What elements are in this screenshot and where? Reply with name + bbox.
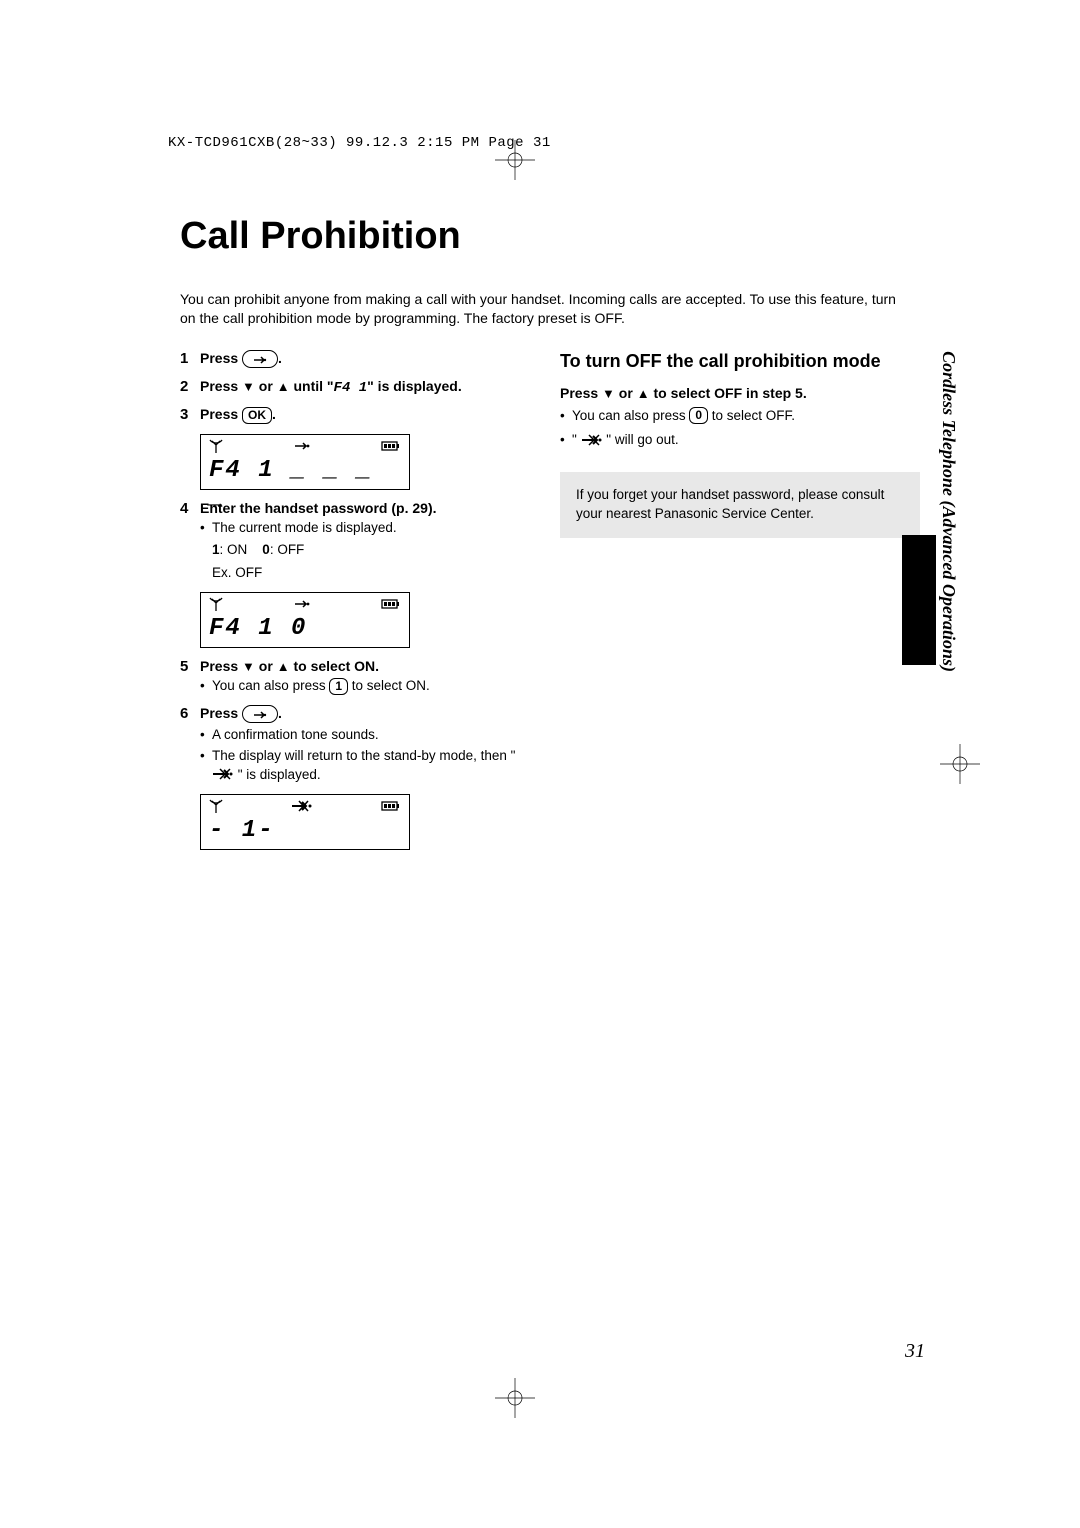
ok-key-icon: OK [242,407,272,424]
step-4: 4 Enter the handset password (p. 29). •T… [180,500,530,582]
step-num: 6 [180,705,200,784]
step-subtext: : ON [220,542,248,557]
step-text: Press [560,385,602,401]
step-3: 3 Press OK. [180,406,530,424]
step-num: 5 [180,658,200,695]
right-column: To turn OFF the call prohibition mode Pr… [560,350,920,538]
step-num: 3 [180,406,200,424]
antenna-icon [209,439,223,455]
program-icon [294,597,310,613]
call-barred-icon [581,430,603,449]
section-tab-label: Cordless Telephone (Advanced Operations) [934,351,964,672]
step-text: Press [200,658,242,674]
step-num: 4 [180,500,200,582]
step-2: 2 Press ▼ or ▲ until "F4 1" is displayed… [180,378,530,396]
up-arrow-icon: ▲ [637,386,650,401]
bullet-icon: • [200,747,212,784]
call-barred-icon [291,799,313,815]
battery-icon [381,597,401,613]
step-text: Press [200,406,242,422]
step-subtext: to select ON. [348,678,430,693]
step-subtext: to select OFF. [708,408,795,423]
battery-icon [381,799,401,815]
step-subtext: You can also press [212,678,329,693]
down-arrow-icon: ▼ [242,659,255,674]
step-text: or [615,385,637,401]
page-title: Call Prohibition [180,215,461,258]
left-column: 1 Press . 2 Press ▼ or ▲ until "F4 1" is… [180,350,530,860]
step-subtext: 0 [262,542,270,557]
lcd-display-3: - 1- [200,794,410,850]
step-subtext: Ex. OFF [200,564,530,582]
step-subtext: " [572,432,581,447]
step-text: . [278,350,282,366]
step-6: 6 Press . •A confirmation tone sounds. •… [180,705,530,784]
down-arrow-icon: ▼ [242,379,255,394]
down-arrow-icon: ▼ [602,386,615,401]
antenna-icon [209,597,223,613]
page-number: 31 [905,1340,925,1363]
step-text: Press [200,705,242,721]
step-num: 2 [180,378,200,396]
program-key-icon [242,350,278,368]
step-subtext: " will go out. [603,432,679,447]
step-code: F4 1 [334,380,368,396]
call-barred-icon [212,765,234,783]
antenna-icon [209,799,223,815]
up-arrow-icon: ▲ [277,379,290,394]
up-arrow-icon: ▲ [277,659,290,674]
lcd-text: - 1- [209,817,401,844]
subsection-heading: To turn OFF the call prohibition mode [560,350,920,373]
step-text: . [272,406,276,422]
zero-key-icon: 0 [689,407,708,424]
one-key-icon: 1 [329,678,348,695]
step-5: 5 Press ▼ or ▲ to select ON. •You can al… [180,658,530,695]
registration-mark-bottom [495,1378,535,1418]
step-subtext: The display will return to the stand-by … [212,748,515,763]
registration-mark-top [495,140,535,180]
lcd-display-1: F4 1 _ _ _ _ [200,434,410,490]
crop-header: KX-TCD961CXB(28~33) 99.12.3 2:15 PM Page… [168,135,551,151]
step-text: Press [200,350,242,366]
step-text: Press [200,378,242,394]
step-text: to select ON. [290,658,379,674]
registration-mark-right [940,744,980,784]
step-text: " is displayed. [367,378,462,394]
step-subtext: A confirmation tone sounds. [212,726,379,744]
lcd-text: F4 1 0 [209,615,401,642]
step-1: 1 Press . [180,350,530,368]
step-text: until " [290,378,334,394]
step-text: to select OFF in step 5. [650,385,807,401]
lcd-display-2: F4 1 0 [200,592,410,648]
step-subtext: You can also press [572,408,689,423]
bullet-icon: • [560,431,572,450]
note-box: If you forget your handset password, ple… [560,472,920,538]
step-text: . [278,705,282,721]
step-subtext: 1 [212,542,220,557]
step-text: or [255,658,277,674]
bullet-icon: • [200,519,212,537]
lcd-text: F4 1 _ _ _ _ [209,457,401,511]
bullet-icon: • [560,407,572,426]
step-text: or [255,378,277,394]
battery-icon [381,439,401,455]
step-subtext: " is displayed. [234,767,321,782]
intro-text: You can prohibit anyone from making a ca… [180,290,910,328]
program-icon [294,439,310,455]
step-num: 1 [180,350,200,368]
step-subtext: : OFF [270,542,305,557]
program-key-icon [242,705,278,723]
bullet-icon: • [200,726,212,744]
step-subtext: The current mode is displayed. [212,519,397,537]
chapter-tab [902,535,936,665]
bullet-icon: • [200,677,212,695]
